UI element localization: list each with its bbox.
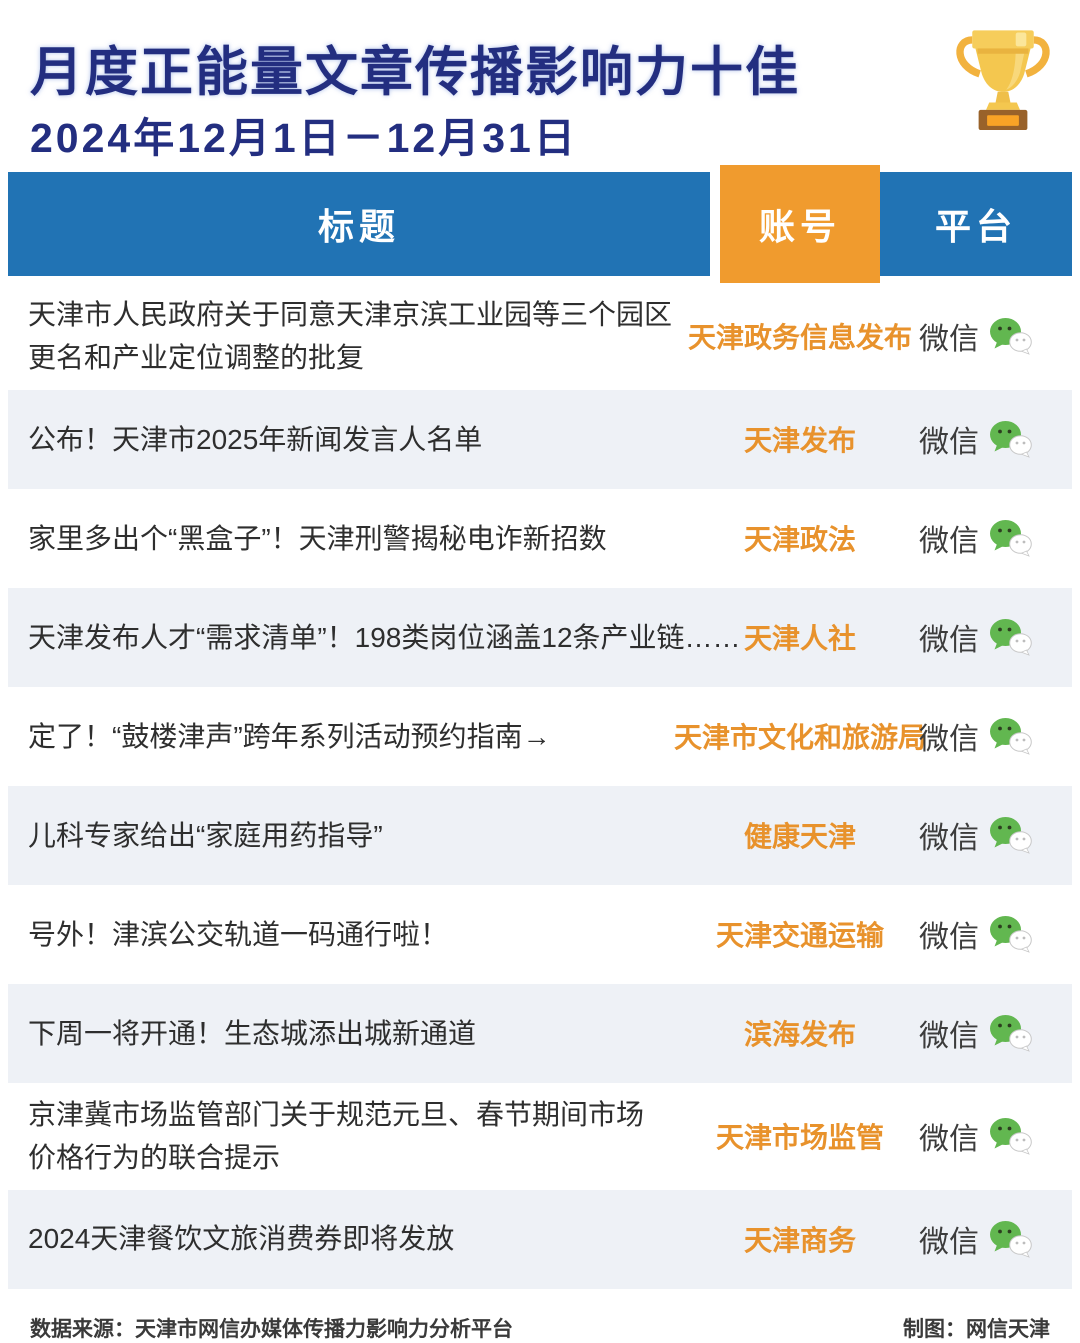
table-row: 京津冀市场监管部门关于规范元旦、春节期间市场 价格行为的联合提示 天津市场监管 … <box>8 1082 1072 1190</box>
wechat-icon <box>990 1221 1032 1258</box>
footer: 数据来源：天津市网信办媒体传播力影响力分析平台 制图：网信天津 <box>30 1313 1050 1343</box>
platform-cell: 微信 <box>880 314 1072 358</box>
table-body: 天津市人民政府关于同意天津京滨工业园等三个园区 更名和产业定位调整的批复 天津政… <box>8 283 1072 1289</box>
platform-label: 微信 <box>919 426 979 460</box>
account-name: 健康天津 <box>743 821 856 853</box>
platform-cell: 微信 <box>880 516 1072 560</box>
platform-cell: 微信 <box>880 714 1072 758</box>
table-header: 标题 账号 平台 <box>8 165 1072 283</box>
platform-cell: 微信 <box>880 615 1072 659</box>
platform-cell: 微信 <box>880 417 1072 461</box>
wechat-icon <box>990 619 1032 657</box>
platform-label: 微信 <box>919 921 979 955</box>
trophy-icon <box>956 30 1050 131</box>
platform-label: 微信 <box>919 624 979 658</box>
platform-label: 微信 <box>919 1226 979 1260</box>
platform-label: 微信 <box>919 723 979 757</box>
article-title: 2024天津餐饮文旅消费券即将发放 <box>28 1223 455 1255</box>
platform-label: 微信 <box>919 1020 979 1054</box>
wechat-icon <box>990 916 1032 954</box>
article-title: 家里多出个“黑盒子”！天津刑警揭秘电诈新招数 <box>28 522 607 554</box>
account-name: 天津政务信息发布 <box>688 322 913 354</box>
article-title: 公布！天津市2025年新闻发言人名单 <box>28 423 483 455</box>
header-gap <box>710 165 720 283</box>
table-row: 公布！天津市2025年新闻发言人名单 天津发布 微信 <box>8 389 1072 489</box>
wechat-icon <box>990 520 1032 558</box>
wechat-icon <box>990 817 1032 855</box>
article-title: 京津冀市场监管部门关于规范元旦、春节期间市场 价格行为的联合提示 <box>28 1098 645 1174</box>
column-header-account: 账号 <box>720 165 880 283</box>
table-row: 天津市人民政府关于同意天津京滨工业园等三个园区 更名和产业定位调整的批复 天津政… <box>8 283 1072 390</box>
column-header-platform: 平台 <box>880 172 1072 276</box>
wechat-icon <box>990 318 1032 356</box>
table-row: 天津发布人才“需求清单”！198类岗位涵盖12条产业链…… 天津人社 微信 <box>8 587 1072 687</box>
account-name: 天津政法 <box>743 524 856 556</box>
account-name: 天津人社 <box>743 623 856 655</box>
article-title: 定了！“鼓楼津声”跨年系列活动预约指南→ <box>28 720 551 752</box>
platform-label: 微信 <box>919 323 979 357</box>
platform-cell: 微信 <box>880 912 1072 956</box>
wechat-icon <box>990 1015 1032 1053</box>
platform-label: 微信 <box>919 525 979 559</box>
table-row: 儿科专家给出“家庭用药指导” 健康天津 微信 <box>8 785 1072 885</box>
article-title: 天津发布人才“需求清单”！198类岗位涵盖12条产业链…… <box>28 621 741 653</box>
ranking-table: 标题 账号 平台 天津市人民政府关于同意天津京滨工业园等三个园区 更名和产业定位… <box>8 165 1072 1289</box>
wechat-icon <box>990 1118 1032 1155</box>
table-row: 定了！“鼓楼津声”跨年系列活动预约指南→ 天津市文化和旅游局 微信 <box>8 686 1072 786</box>
account-name: 滨海发布 <box>743 1019 856 1051</box>
article-title: 下周一将开通！生态城添出城新通道 <box>28 1017 477 1049</box>
wechat-icon <box>990 718 1032 756</box>
table-row: 家里多出个“黑盒子”！天津刑警揭秘电诈新招数 天津政法 微信 <box>8 488 1072 588</box>
platform-cell: 微信 <box>880 1011 1072 1055</box>
account-name: 天津市文化和旅游局 <box>674 722 927 754</box>
top-header: 月度正能量文章传播影响力十佳 2024年12月1日－12月31日 <box>0 0 1080 165</box>
wechat-icon <box>990 421 1032 459</box>
table-row: 号外！津滨公交轨道一码通行啦！ 天津交通运输 微信 <box>8 884 1072 984</box>
table-row: 下周一将开通！生态城添出城新通道 滨海发布 微信 <box>8 983 1072 1083</box>
platform-label: 微信 <box>919 822 979 856</box>
article-title: 号外！津滨公交轨道一码通行啦！ <box>28 918 449 950</box>
date-range: 2024年12月1日－12月31日 <box>30 115 578 161</box>
data-source: 数据来源：天津市网信办媒体传播力影响力分析平台 <box>30 1317 513 1341</box>
article-title: 天津市人民政府关于同意天津京滨工业园等三个园区 更名和产业定位调整的批复 <box>28 299 673 374</box>
page-title: 月度正能量文章传播影响力十佳 <box>30 43 800 102</box>
platform-cell: 微信 <box>880 1114 1072 1158</box>
account-name: 天津商务 <box>743 1225 856 1257</box>
credit: 制图：网信天津 <box>903 1317 1050 1341</box>
column-header-title: 标题 <box>8 172 710 276</box>
article-title: 儿科专家给出“家庭用药指导” <box>28 819 383 851</box>
table-row: 2024天津餐饮文旅消费券即将发放 天津商务 微信 <box>8 1189 1072 1289</box>
account-name: 天津发布 <box>743 425 856 457</box>
account-name: 天津交通运输 <box>716 920 885 952</box>
account-name: 天津市场监管 <box>716 1122 885 1154</box>
platform-cell: 微信 <box>880 813 1072 857</box>
platform-cell: 微信 <box>880 1217 1072 1261</box>
platform-label: 微信 <box>919 1123 979 1157</box>
